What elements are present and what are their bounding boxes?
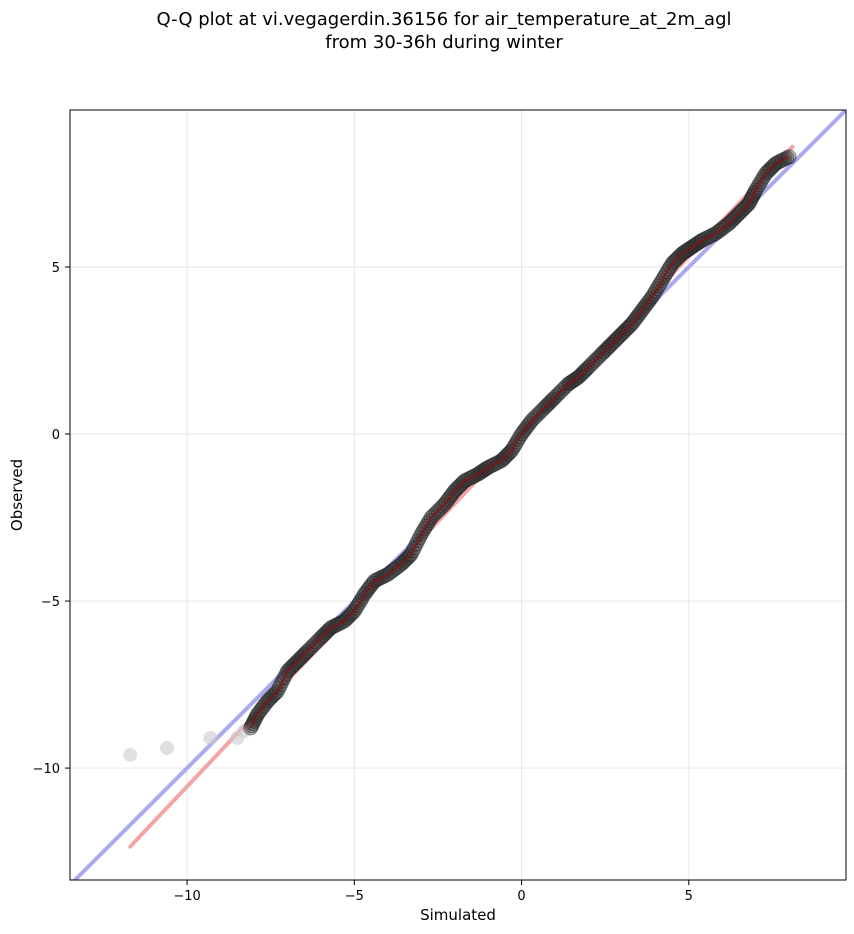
quantile-curve	[249, 155, 790, 729]
chart-title-line-1: Q-Q plot at vi.vegagerdin.36156 for air_…	[157, 9, 732, 30]
points-layer	[123, 149, 797, 762]
chart-title-line-2: from 30-36h during winter	[325, 32, 563, 53]
qq-point	[781, 149, 797, 165]
x-tick-label: −5	[345, 889, 364, 904]
outlier-point	[236, 724, 251, 739]
y-tick-label: −5	[41, 595, 60, 610]
x-tick-label: −10	[173, 889, 200, 904]
outlier-point	[123, 747, 138, 762]
outlier-point	[203, 731, 218, 746]
grid-layer	[70, 110, 846, 880]
x-tick-label: 5	[685, 889, 693, 904]
y-tick-label: 0	[52, 428, 60, 443]
x-tick-label: 0	[517, 889, 525, 904]
ticks-layer: −10 −5 0 5 −10 −5 0 5	[33, 261, 693, 904]
y-tick-label: −10	[33, 762, 60, 777]
y-tick-label: 5	[52, 261, 60, 276]
plot-frame	[69, 109, 847, 881]
outlier-point	[160, 741, 174, 756]
x-axis-label: Simulated	[420, 906, 496, 924]
y-axis-label: Observed	[8, 459, 26, 531]
